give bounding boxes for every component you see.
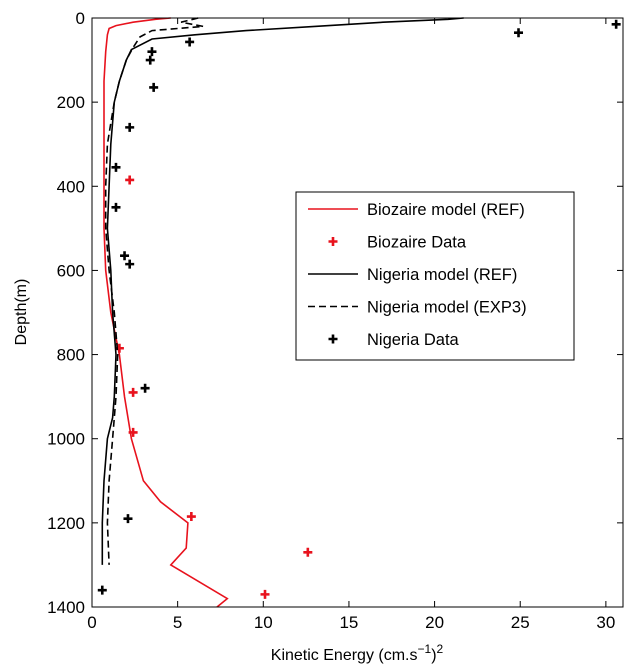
y-axis-ticks: 0 200 400 600 800 1000 1200 1400 [47,9,623,617]
series-1-marker-0 [125,175,135,185]
series-1-marker-2 [128,387,138,397]
x-tick-label-3: 15 [339,613,358,632]
legend-label-4: Nigeria Data [367,331,460,349]
series-4-marker-12 [123,514,133,524]
x-axis-title-sup2: 2 [437,642,444,656]
y-tick-label-3: 600 [57,261,85,280]
x-axis-ticks: 0 5 10 15 20 25 30 [87,18,615,632]
series-1-marker-4 [186,512,196,522]
legend-label-0: Biozaire model (REF) [367,201,525,219]
legend-box [295,191,575,361]
legend-label-1: Biozaire Data [367,234,467,252]
series-4-marker-10 [125,259,135,269]
x-tick-label-1: 5 [173,613,182,632]
series-line-0 [103,17,229,608]
series-4-marker-5 [149,82,159,92]
y-tick-label-4: 800 [57,346,85,365]
legend-swatch-1 [328,237,338,246]
series-4-marker-0 [611,19,621,29]
y-tick-label-0: 0 [76,9,85,28]
y-tick-label-6: 1200 [47,514,85,533]
x-tick-label-2: 10 [254,613,273,632]
x-axis-title: Kinetic Energy (cm.s−1)2 [271,642,444,664]
y-tick-label-7: 1400 [47,598,85,617]
series-4-marker-9 [120,251,130,261]
series-4-marker-3 [147,47,157,57]
series-4-marker-6 [125,122,135,132]
legend-swatch-4 [328,334,338,344]
legend: Biozaire model (REF) Biozaire Data Nigeria… [295,191,575,361]
x-axis-title-sup1: −1 [418,642,432,656]
plot-frame [91,17,624,608]
series-4-marker-13 [97,585,107,595]
x-axis-title-main: Kinetic Energy (cm.s [271,647,418,664]
series-4-marker-8 [111,202,121,212]
y-tick-label-2: 400 [57,177,85,196]
legend-label-3: Nigeria model (EXP3) [367,299,527,317]
x-tick-label-5: 25 [511,613,530,632]
series-4-marker-11 [140,383,150,393]
y-axis-title: Depth(m) [13,279,30,346]
legend-label-2: Nigeria model (REF) [367,266,517,284]
y-tick-label-1: 200 [57,93,85,112]
x-tick-label-4: 20 [425,613,444,632]
series-4-marker-7 [111,162,121,172]
series-layer [97,17,621,608]
series-4-marker-1 [514,28,524,38]
series-4-marker-4 [145,55,155,65]
x-tick-label-0: 0 [87,613,96,632]
series-line-2 [101,17,464,565]
series-1-marker-5 [303,547,313,557]
y-tick-label-5: 1000 [47,430,85,449]
series-4-marker-2 [185,37,195,47]
series-line-3 [104,17,204,565]
series-1-marker-6 [260,589,270,599]
x-axis-title-close: ) [431,647,436,664]
series-1-marker-3 [128,427,138,437]
x-tick-label-6: 30 [596,613,615,632]
